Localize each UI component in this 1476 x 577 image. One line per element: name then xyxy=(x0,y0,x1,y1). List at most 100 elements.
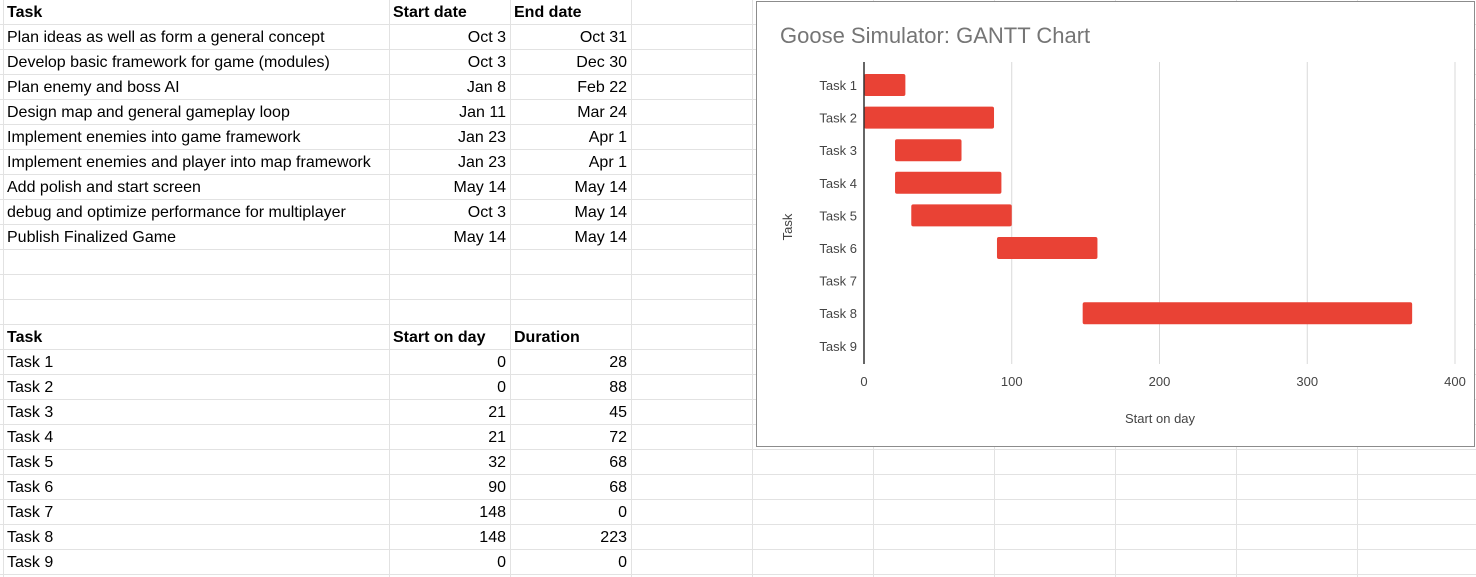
table-cell[interactable]: Jan 8 xyxy=(466,79,506,96)
table-row: Implement enemies and player into map fr… xyxy=(0,150,1476,175)
column-header-cell[interactable]: Start on day xyxy=(393,329,486,346)
table-row: Task 3 21 45 xyxy=(0,400,1476,425)
table-cell[interactable]: 28 xyxy=(609,354,627,371)
table-row: debug and optimize performance for multi… xyxy=(0,200,1476,225)
gantt-chart[interactable]: Goose Simulator: GANTT Chart Task 1 Task … xyxy=(756,1,1475,447)
table-cell[interactable]: Implement enemies and player into map fr… xyxy=(7,154,371,171)
table-cell[interactable]: Add polish and start screen xyxy=(7,179,201,196)
table-row: Plan ideas as well as form a general con… xyxy=(0,25,1476,50)
chart-y-axis-label: Task xyxy=(780,213,795,240)
gantt-bar-task-2[interactable] xyxy=(864,106,995,129)
grid-column-line xyxy=(631,0,632,577)
table-cell[interactable]: 90 xyxy=(488,479,506,496)
column-header-cell[interactable]: Task xyxy=(7,4,43,21)
table-cell[interactable]: Oct 3 xyxy=(467,204,506,221)
table-cell[interactable]: Task 1 xyxy=(7,354,54,371)
table-cell[interactable]: Dec 30 xyxy=(576,54,627,71)
table-cell[interactable]: 148 xyxy=(479,504,506,521)
table-cell[interactable]: May 14 xyxy=(574,179,627,196)
empty-row xyxy=(0,250,1476,275)
table-cell[interactable]: Apr 1 xyxy=(588,154,627,171)
table-cell[interactable]: 21 xyxy=(488,429,506,446)
table-cell[interactable]: 0 xyxy=(497,554,506,571)
table-cell[interactable]: 68 xyxy=(609,454,627,471)
table-cell[interactable]: Jan 23 xyxy=(457,154,506,171)
table-row: Task 6 90 68 xyxy=(0,475,1476,500)
table-cell[interactable]: May 14 xyxy=(453,179,506,196)
table-cell[interactable]: Apr 1 xyxy=(588,129,627,146)
table-cell[interactable]: 0 xyxy=(618,554,627,571)
y-tick-label: Task 7 xyxy=(819,274,857,289)
table-cell[interactable]: Oct 31 xyxy=(579,29,627,46)
y-tick-label: Task 5 xyxy=(819,208,857,223)
table-cell[interactable]: Task 3 xyxy=(7,404,54,421)
table-cell[interactable]: Task 2 xyxy=(7,379,54,396)
gantt-bar-task-4[interactable] xyxy=(895,171,1002,194)
table-cell[interactable]: Jan 11 xyxy=(459,104,506,121)
gantt-bar-task-8[interactable] xyxy=(1082,302,1413,325)
table-cell[interactable]: Develop basic framework for game (module… xyxy=(7,54,330,71)
y-tick-label: Task 6 xyxy=(819,241,857,256)
table-cell[interactable]: Jan 23 xyxy=(457,129,506,146)
x-tick-label: 300 xyxy=(1296,374,1318,389)
gantt-bar-task-6[interactable] xyxy=(996,237,1098,259)
column-header-cell[interactable]: Task xyxy=(7,329,43,346)
table-cell[interactable]: 32 xyxy=(488,454,506,471)
table-header-row: Task Start on day Duration xyxy=(0,325,1476,350)
table-cell[interactable]: debug and optimize performance for multi… xyxy=(7,204,346,221)
y-tick-label: Task 8 xyxy=(819,306,857,321)
y-tick-label: Task 1 xyxy=(819,78,857,93)
table-row: Develop basic framework for game (module… xyxy=(0,50,1476,75)
table-cell[interactable]: Oct 3 xyxy=(467,29,506,46)
table-row: Task 4 21 72 xyxy=(0,425,1476,450)
table-row: Task 7 148 0 xyxy=(0,500,1476,525)
table-cell[interactable]: 223 xyxy=(600,529,627,546)
table-cell[interactable]: Task 5 xyxy=(7,454,54,471)
column-header-cell[interactable]: End date xyxy=(514,4,582,21)
table-cell[interactable]: 68 xyxy=(609,479,627,496)
gantt-bar-task-3[interactable] xyxy=(895,139,962,162)
table-cell[interactable]: Design map and general gameplay loop xyxy=(7,104,290,121)
grid-column-line xyxy=(389,0,390,577)
column-header-cell[interactable]: Duration xyxy=(514,329,580,346)
grid-column-line xyxy=(752,0,753,577)
column-header-cell[interactable]: Start date xyxy=(393,4,467,21)
table-cell[interactable]: Task 9 xyxy=(7,554,54,571)
table-cell[interactable]: 0 xyxy=(497,379,506,396)
gantt-bar-task-1[interactable] xyxy=(864,74,906,96)
gantt-bar-task-5[interactable] xyxy=(911,204,1012,227)
table-cell[interactable]: Mar 24 xyxy=(577,104,627,121)
table-cell[interactable]: Plan ideas as well as form a general con… xyxy=(7,29,325,46)
x-tick-label: 0 xyxy=(860,374,867,389)
table-cell[interactable]: 21 xyxy=(488,404,506,421)
table-cell[interactable]: May 14 xyxy=(453,229,506,246)
table-cell[interactable]: May 14 xyxy=(574,229,627,246)
table-cell[interactable]: Oct 3 xyxy=(467,54,506,71)
chart-canvas: Goose Simulator: GANTT Chart Task 1Task … xyxy=(780,23,1466,426)
grid-column-line xyxy=(510,0,511,577)
y-tick-label: Task 3 xyxy=(819,143,857,158)
y-tick-label: Task 4 xyxy=(819,176,857,191)
table-row: Implement enemies into game framework Jan… xyxy=(0,125,1476,150)
table-cell[interactable]: 0 xyxy=(497,354,506,371)
table-cell[interactable]: Plan enemy and boss AI xyxy=(7,79,180,96)
chart-x-tick-labels: 0 100 200 300 400 xyxy=(860,374,1465,389)
chart-bars xyxy=(864,74,1413,325)
table-cell[interactable]: Task 6 xyxy=(7,479,54,496)
table-cell[interactable]: 0 xyxy=(618,504,627,521)
table-row: Task 2 0 88 xyxy=(0,375,1476,400)
table-cell[interactable]: Feb 22 xyxy=(577,79,627,96)
table-row: Add polish and start screen May 14 May 14 xyxy=(0,175,1476,200)
table-cell[interactable]: Task 7 xyxy=(7,504,54,521)
table-cell[interactable]: Publish Finalized Game xyxy=(7,229,176,246)
table-cell[interactable]: Task 4 xyxy=(7,429,54,446)
table-cell[interactable]: 148 xyxy=(479,529,506,546)
table-row: Plan enemy and boss AI Jan 8 Feb 22 xyxy=(0,75,1476,100)
table-cell[interactable]: 72 xyxy=(609,429,627,446)
table-cell[interactable]: May 14 xyxy=(574,204,627,221)
table-cell[interactable]: Implement enemies into game framework xyxy=(7,129,301,146)
table-cell[interactable]: 88 xyxy=(609,379,627,396)
table-cell[interactable]: Task 8 xyxy=(7,529,54,546)
table-cell[interactable]: 45 xyxy=(609,404,627,421)
